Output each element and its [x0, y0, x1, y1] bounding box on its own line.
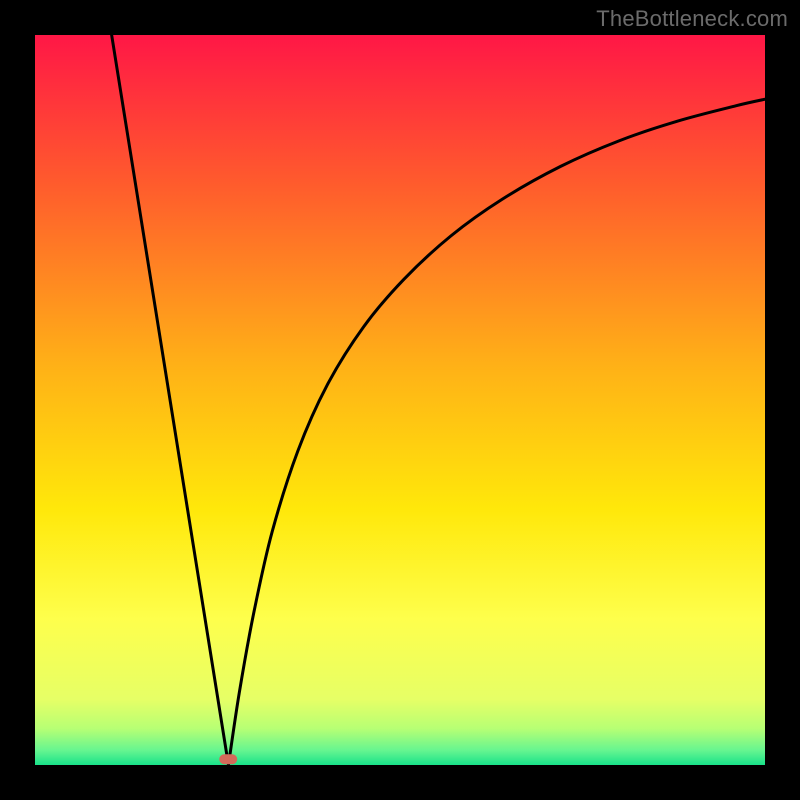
curve-svg [35, 35, 765, 765]
watermark-text: TheBottleneck.com [596, 6, 788, 32]
chart-container: TheBottleneck.com [0, 0, 800, 800]
plot-area [35, 35, 765, 765]
optimum-marker [220, 754, 238, 763]
bottleneck-curve [112, 35, 765, 765]
